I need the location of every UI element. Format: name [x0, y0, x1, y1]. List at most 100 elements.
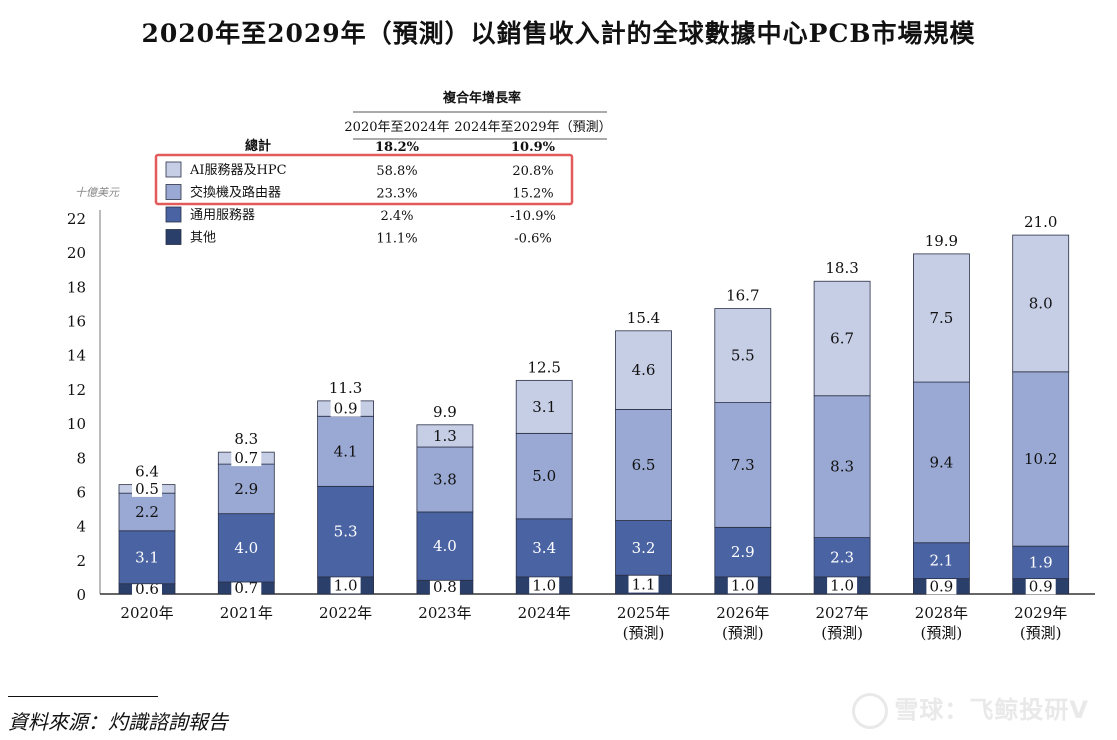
- bar-segment: [515, 432, 573, 520]
- data-label-bg: [628, 575, 659, 593]
- x-tick-label: 2022年: [319, 604, 372, 622]
- data-label: 2.9: [731, 543, 755, 561]
- x-tick-sublabel: (預測): [1020, 624, 1062, 642]
- cagr-heading: 複合年增長率: [442, 90, 521, 106]
- watermark: 雪球：飞鲸投研V: [852, 690, 1089, 729]
- bar-segment: [714, 402, 772, 528]
- bar-segment: [317, 485, 375, 578]
- data-label: 1.0: [731, 576, 755, 594]
- bar-segment: [416, 424, 474, 448]
- data-label: 4.0: [433, 537, 457, 555]
- x-tick-label: 2027年: [816, 604, 869, 622]
- data-label: 3.8: [433, 470, 457, 488]
- data-label: 5.3: [334, 523, 358, 541]
- data-label-bg: [231, 449, 262, 467]
- data-label: 0.8: [433, 578, 457, 596]
- legend-label: 通用服務器: [190, 208, 255, 223]
- data-label: 0.9: [929, 577, 953, 595]
- bar-segment: [217, 513, 275, 583]
- y-tick-label: 10: [67, 415, 86, 433]
- cagr-value: -10.9%: [510, 209, 556, 224]
- x-tick-label: 2020年: [120, 604, 173, 622]
- data-label: 3.2: [632, 539, 656, 557]
- data-label: 1.0: [532, 576, 556, 594]
- bar-segment: [515, 379, 573, 434]
- data-label: 3.4: [532, 539, 556, 557]
- y-tick-label: 8: [76, 449, 86, 467]
- x-tick-label: 2028年: [915, 604, 968, 622]
- legend-swatch: [165, 229, 182, 245]
- cagr-value: 20.8%: [512, 164, 553, 179]
- y-tick-label: 22: [67, 210, 86, 228]
- data-label: 4.6: [632, 361, 656, 379]
- x-tick-sublabel: (預測): [722, 624, 764, 642]
- bar-segment: [317, 415, 375, 487]
- data-label: 3.1: [135, 548, 159, 566]
- y-tick-label: 12: [67, 381, 86, 399]
- data-label-bg: [231, 579, 262, 597]
- y-tick-label: 16: [67, 313, 86, 331]
- total-label: 8.3: [234, 430, 258, 448]
- bar-segment: [416, 446, 474, 513]
- bar-segment: [615, 409, 672, 521]
- bar-segment: [714, 308, 772, 403]
- data-label: 2.3: [830, 548, 854, 566]
- data-label: 0.7: [234, 579, 258, 597]
- x-tick-label: 2024年: [518, 604, 571, 622]
- data-label: 0.9: [334, 400, 358, 418]
- data-label: 1.0: [334, 576, 358, 594]
- y-tick-label: 0: [76, 586, 86, 604]
- cagr-value: 23.3%: [376, 187, 417, 202]
- data-label-bg: [529, 576, 560, 594]
- data-label: 0.6: [135, 580, 159, 598]
- highlight-box: [154, 153, 574, 206]
- cagr-total-value: 18.2%: [375, 140, 420, 155]
- total-label: 9.9: [433, 403, 457, 421]
- x-tick-sublabel: (預測): [821, 624, 863, 642]
- data-label: 6.7: [830, 329, 854, 347]
- data-label: 10.2: [1024, 450, 1057, 468]
- bar-segment: [615, 330, 672, 410]
- data-label: 4.1: [334, 442, 358, 460]
- total-label: 12.5: [527, 358, 560, 376]
- y-tick-label: 2: [76, 552, 86, 570]
- data-label: 2.9: [234, 480, 258, 498]
- total-label: 18.3: [825, 259, 858, 277]
- source-note: 資料來源：灼識諮詢報告: [8, 710, 228, 734]
- legend-swatch: [165, 184, 182, 200]
- x-tick-label: 2023年: [418, 604, 471, 622]
- total-label: 11.3: [329, 379, 362, 397]
- y-tick-label: 4: [76, 518, 86, 536]
- y-tick-label: 14: [67, 347, 86, 365]
- data-label-bg: [132, 479, 162, 497]
- data-label-bg: [926, 577, 957, 595]
- x-tick-label: 2021年: [220, 604, 273, 622]
- legend-label: 交換機及路由器: [190, 185, 281, 201]
- total-label: 15.4: [627, 309, 660, 327]
- data-label: 1.9: [1029, 553, 1053, 571]
- cagr-value: 58.8%: [376, 164, 417, 179]
- data-label: 8.3: [830, 458, 854, 476]
- y-unit-label: 十億美元: [75, 186, 120, 199]
- data-label-bg: [330, 399, 361, 417]
- data-label-bg: [727, 576, 758, 594]
- bar-segment: [1012, 234, 1070, 373]
- x-tick-sublabel: (預測): [921, 624, 963, 642]
- total-label: 16.7: [726, 287, 759, 305]
- cagr-total-value: 10.9%: [511, 140, 556, 155]
- data-label: 0.5: [135, 480, 159, 498]
- cagr-total-label: 總計: [245, 138, 271, 154]
- cagr-value: 11.1%: [376, 232, 417, 247]
- data-label: 1.0: [830, 576, 854, 594]
- bar-segment: [913, 381, 970, 544]
- data-label: 8.0: [1029, 294, 1053, 312]
- y-tick-label: 18: [67, 278, 86, 296]
- data-label-bg: [330, 576, 361, 594]
- bar-segment: [913, 253, 970, 383]
- bar-segment: [813, 537, 871, 578]
- data-label: 0.7: [234, 449, 258, 467]
- total-label: 19.9: [925, 232, 958, 250]
- bar-segment: [615, 520, 672, 576]
- legend-swatch: [165, 206, 182, 223]
